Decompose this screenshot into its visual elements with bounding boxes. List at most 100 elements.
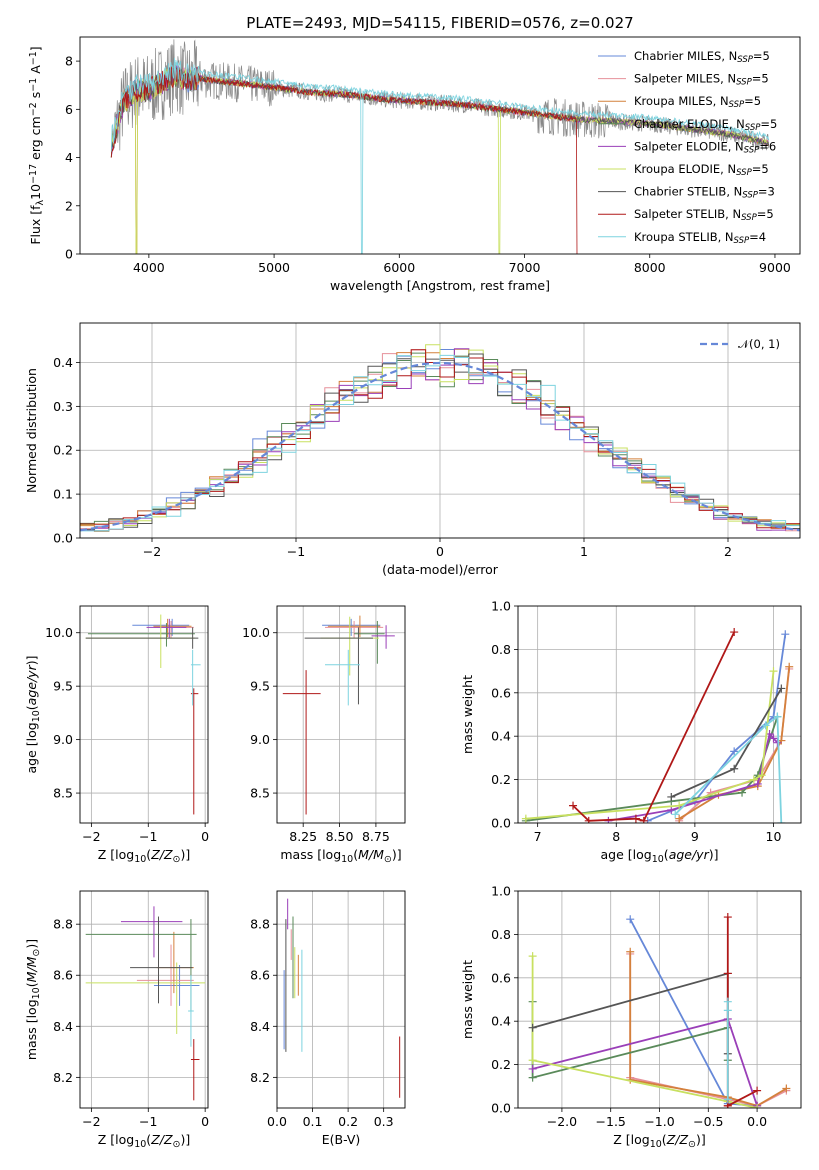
weight-marker <box>675 814 684 823</box>
x-tick-label: 8 <box>612 829 620 844</box>
y-tick-label: 0.2 <box>491 772 511 787</box>
x-axis-label: Z [log10(Z/Z⊙)] <box>98 847 191 865</box>
weight-marker <box>528 952 537 961</box>
weight-marker <box>785 662 794 671</box>
x-tick-label: −1 <box>139 829 157 844</box>
y-tick-label: 8.6 <box>53 968 73 983</box>
plot-area <box>277 891 405 1108</box>
y-axis-label: mass weight <box>460 960 475 1039</box>
weight-marker <box>528 1064 537 1073</box>
y-tick-label: 10.0 <box>242 625 270 640</box>
x-tick-label: 0 <box>201 1114 209 1129</box>
x-axis-label: wavelength [Angstrom, rest frame] <box>330 278 550 293</box>
chart-ebv_mass: 0.0 0.1 0.2 0.3 8.2 8.4 8.6 8.8 E(B-V) <box>250 890 406 1147</box>
axes-frame <box>276 890 406 1109</box>
weight-marker <box>782 1084 791 1093</box>
figure-title: PLATE=2493, MJD=54115, FIBERID=0576, z=0… <box>246 14 633 32</box>
y-tick-label: 10.0 <box>45 625 73 640</box>
y-tick-label: 8.2 <box>250 1070 270 1085</box>
gridlines <box>518 891 801 1108</box>
y-tick-label: 0.0 <box>53 531 73 546</box>
weight-marker <box>723 1006 732 1015</box>
y-tick-label: 0.4 <box>491 729 511 744</box>
y-axis-label: Flux [fλ10−17 erg cm−2 s−1 A−1] <box>28 46 46 244</box>
plot-area <box>80 323 800 538</box>
spectrum-legend: Chabrier MILES, NSSP=5 Salpeter MILES, NS… <box>598 49 777 246</box>
x-tick-label: 10 <box>766 829 782 844</box>
weight-marker <box>730 628 739 637</box>
axes-frame <box>517 605 802 824</box>
chart-z_weight: −2.0 −1.5 −1.0 −0.5 0.0 0.0 0.2 0.4 0.6 0.8 1.0 Z [… <box>460 884 802 1150</box>
weight-marker <box>528 1023 537 1032</box>
x-axis-label: Z [log10(Z/Z⊙)] <box>613 1132 706 1150</box>
y-tick-label: 8.6 <box>250 968 270 983</box>
plot-area <box>110 39 770 254</box>
y-tick-label: 2 <box>65 198 73 213</box>
x-tick-label: −2 <box>82 829 100 844</box>
weight-marker <box>723 997 732 1006</box>
y-tick-label: 0 <box>65 247 73 262</box>
x-axis-label: age [log10(age/yr)] <box>601 847 719 865</box>
weight-line <box>674 714 783 823</box>
weight-marker <box>730 764 739 773</box>
y-tick-label: 1.0 <box>491 599 511 614</box>
weight-marker <box>753 779 762 788</box>
weight-marker <box>777 819 786 823</box>
weight-marker <box>749 775 758 784</box>
y-axis-label: Normed distribution <box>24 368 39 493</box>
y-tick-label: 0.0 <box>491 816 511 831</box>
weight-marker <box>569 801 578 810</box>
weight-marker <box>753 1086 762 1095</box>
y-tick-label: 6 <box>65 102 73 117</box>
weight-line <box>629 918 758 1107</box>
chart-residuals: −2 −1 0 1 2 0.0 0.1 0.2 0.3 0.4 (data-model)/error… <box>24 322 801 577</box>
gridlines <box>80 606 208 823</box>
x-tick-label: 6000 <box>383 260 415 275</box>
y-tick-label: 0.2 <box>491 1057 511 1072</box>
x-tick-label: −0.5 <box>693 1114 723 1129</box>
legend-label: Chabrier MILES, NSSP=5 <box>634 49 770 65</box>
x-tick-label: 0 <box>201 829 209 844</box>
weight-marker <box>730 747 739 756</box>
x-tick-label: 0.2 <box>338 1114 358 1129</box>
chart-layer: 4000 5000 6000 7000 8000 900002468wavelength … <box>24 36 802 1150</box>
x-tick-label: 4000 <box>133 260 165 275</box>
weight-marker <box>738 788 747 797</box>
weight-marker <box>773 712 782 721</box>
x-tick-label: 9 <box>691 829 699 844</box>
spectrum-model-line <box>110 66 770 254</box>
y-tick-label: 0.3 <box>53 399 73 414</box>
chart-age_weight: 7 8 9 10 0.0 0.2 0.4 0.6 0.8 1.0 age [log10(age/yr… <box>460 599 802 865</box>
y-tick-label: 0.8 <box>491 927 511 942</box>
legend-label: Kroupa ELODIE, NSSP=5 <box>634 162 769 178</box>
legend-label: Salpeter ELODIE, NSSP=6 <box>634 139 776 155</box>
histogram-step <box>80 354 800 532</box>
x-tick-label: 0.3 <box>374 1114 394 1129</box>
weight-marker <box>639 816 648 823</box>
x-tick-label: −2.0 <box>547 1114 577 1129</box>
weight-marker <box>626 947 635 956</box>
y-tick-label: 8 <box>65 54 73 69</box>
weight-marker <box>671 810 680 819</box>
y-tick-label: 8.5 <box>53 786 73 801</box>
x-tick-label: 0 <box>436 544 444 559</box>
legend-label: 𝒩(0, 1) <box>738 337 780 351</box>
y-tick-label: 0.0 <box>491 1101 511 1116</box>
y-tick-label: 0.6 <box>491 970 511 985</box>
x-tick-label: 0.0 <box>747 1114 767 1129</box>
chart-z_age: −2 −1 0 8.5 9.0 9.5 10.0 Z [log10(Z/Z⊙)] age [lo… <box>24 605 209 865</box>
weight-marker <box>521 814 530 823</box>
weight-marker <box>528 1056 537 1065</box>
x-tick-label: 7000 <box>509 260 541 275</box>
y-tick-label: 9.5 <box>53 679 73 694</box>
weight-line <box>531 956 758 1108</box>
weight-marker <box>626 915 635 924</box>
x-tick-label: 0.0 <box>267 1114 287 1129</box>
x-tick-label: 9000 <box>759 260 791 275</box>
weight-marker <box>781 630 790 639</box>
chart-spectrum: 4000 5000 6000 7000 8000 9000 0 2 4 6 8 wavelength … <box>28 36 801 293</box>
x-tick-label: −2 <box>82 1114 100 1129</box>
axes-frame <box>79 605 209 824</box>
x-tick-label: 2 <box>724 544 732 559</box>
y-tick-label: 8.8 <box>53 917 73 932</box>
